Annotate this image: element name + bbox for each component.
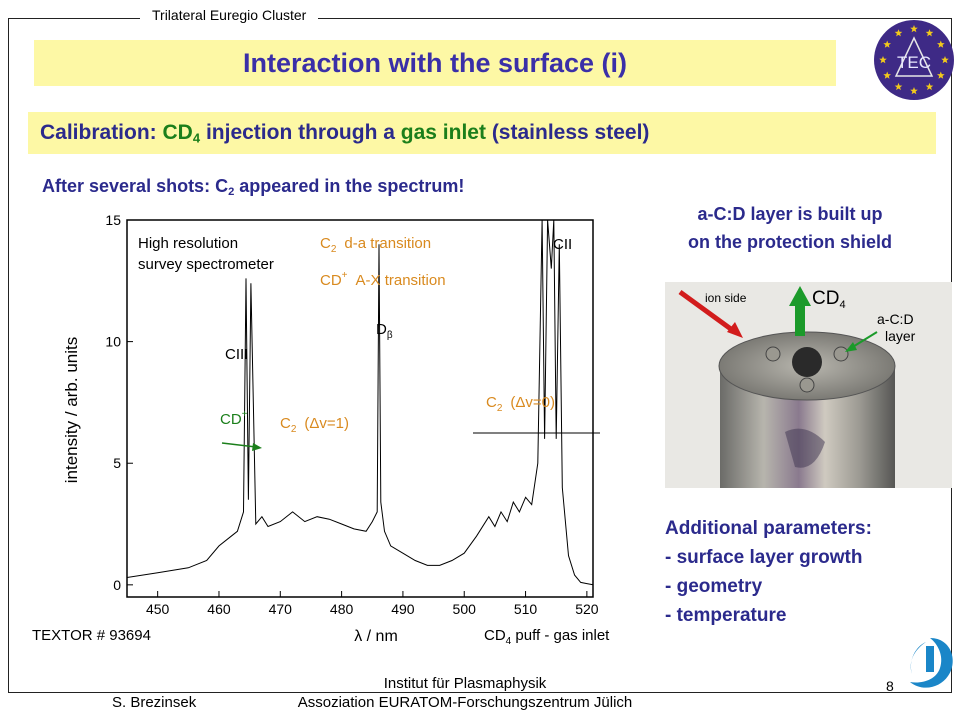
y-axis: 0 5 10 15 (105, 212, 133, 593)
cd4-arrow-head (789, 286, 811, 306)
x-tick-label: 490 (391, 601, 415, 617)
screw-head (799, 377, 815, 393)
tec-logo-text: TEC (897, 53, 931, 72)
tec-star (894, 29, 903, 37)
screw-head (765, 346, 781, 362)
screw-head (833, 346, 849, 362)
tec-star (941, 56, 949, 64)
additional-parameters: Additional parameters: - surface layer g… (665, 514, 872, 630)
gas-puff-label: CD4 puff - gas inlet (484, 627, 610, 647)
cd4-label: CD4 (812, 288, 846, 311)
footer-author: S. Brezinsek (112, 694, 197, 711)
tec-logo-triangle (894, 36, 934, 77)
x-axis-label: λ / nm (354, 628, 398, 645)
footer-institute-line2: Assoziation EURATOM-Forschungszentrum Jü… (297, 694, 633, 711)
page-number: 8 (886, 678, 894, 694)
tec-star (937, 71, 945, 79)
tec-star (937, 40, 945, 48)
tec-logo: TEC (874, 20, 954, 100)
ion-side-arrowhead (727, 322, 743, 338)
parameter-item: - temperature (665, 605, 787, 626)
deposit-stain (785, 428, 825, 468)
tec-star (883, 71, 891, 79)
fzj-logo-swoosh (910, 638, 953, 688)
additional-parameters-title: Additional parameters: (665, 518, 872, 539)
ion-side-label: ion side (705, 291, 747, 305)
c2-da-label: C2 d-a transition (320, 235, 431, 255)
tec-star (883, 40, 891, 48)
survey-label-1: High resolution (138, 235, 238, 252)
spectrum-line (126, 219, 594, 586)
parameter-item: - geometry (665, 576, 763, 597)
ciii-label: CIII (225, 346, 248, 363)
fzj-logo (910, 638, 953, 688)
c2-dv1-label: C2 (Δv=1) (280, 415, 349, 435)
cd-ax-label: CD+ A-X transition (320, 270, 446, 289)
y-tick-label: 10 (105, 334, 121, 350)
tec-star (910, 25, 918, 33)
layer-caption-line2: on the protection shield (687, 232, 892, 252)
title-banner: Interaction with the surface (i) (34, 40, 836, 86)
survey-label-2: survey spectrometer (138, 256, 274, 273)
acd-layer-arrowhead (845, 342, 857, 352)
footer-institute: Institut für Plasmaphysik Assoziation EU… (290, 674, 640, 712)
x-tick-label: 520 (575, 601, 599, 617)
tec-star (910, 87, 918, 95)
tec-star (894, 82, 903, 91)
cluster-label: Trilateral Euregio Cluster (140, 7, 319, 23)
cylinder-body (720, 367, 895, 488)
x-tick-label: 510 (514, 601, 538, 617)
tec-star (925, 29, 934, 37)
layer-caption: a-C:D layer is built up on the protectio… (640, 200, 940, 256)
x-axis: 450 460 470 480 490 500 510 520 (146, 591, 599, 617)
footer-institute-line1: Institut für Plasmaphysik (383, 675, 547, 692)
calibration-banner: Calibration: CD4 injection through a gas… (28, 112, 936, 154)
y-tick-label: 5 (113, 455, 121, 471)
parameter-item: - surface layer growth (665, 547, 863, 568)
y-tick-label: 15 (105, 212, 121, 228)
calibration-text: Calibration: CD4 injection through a gas… (40, 121, 650, 146)
x-tick-label: 480 (330, 601, 354, 617)
cd4-arrow-shaft (795, 304, 805, 336)
slide-title: Interaction with the surface (i) (242, 48, 628, 78)
y-tick-label: 0 (113, 577, 121, 593)
tec-star (879, 56, 887, 64)
tec-star (925, 82, 934, 91)
layer-caption-line1: a-C:D layer is built up (697, 204, 883, 224)
x-tick-label: 450 (146, 601, 170, 617)
x-tick-label: 460 (207, 601, 231, 617)
cii-label: CII (553, 236, 572, 253)
cd-plus-arrow (221, 442, 262, 451)
fzj-logo-bar (926, 646, 934, 672)
shot-number-label: TEXTOR # 93694 (32, 627, 151, 644)
cd-plus-label: CD+ (220, 409, 248, 428)
acd-layer-label-1: a-C:D (877, 311, 914, 327)
protection-shield-photo: ion side CD4 a-C:D layer (665, 282, 952, 488)
y-axis-label: intensity / arb. units (62, 337, 81, 483)
x-tick-label: 500 (453, 601, 477, 617)
fzj-logo-swoosh (910, 642, 926, 674)
tec-logo-circle (874, 20, 954, 100)
acd-layer-label-2: layer (885, 328, 916, 344)
tec-stars (879, 25, 949, 95)
ion-side-arrow (678, 289, 737, 335)
center-hole (792, 347, 822, 377)
c2-dv0-label: C2 (Δv=0) (486, 394, 555, 414)
plot-frame (126, 219, 594, 598)
x-tick-label: 470 (269, 601, 293, 617)
acd-layer-arrow (850, 331, 878, 349)
dbeta-label: Dβ (376, 321, 393, 341)
after-shots-note: After several shots: C2 appeared in the … (42, 176, 465, 198)
